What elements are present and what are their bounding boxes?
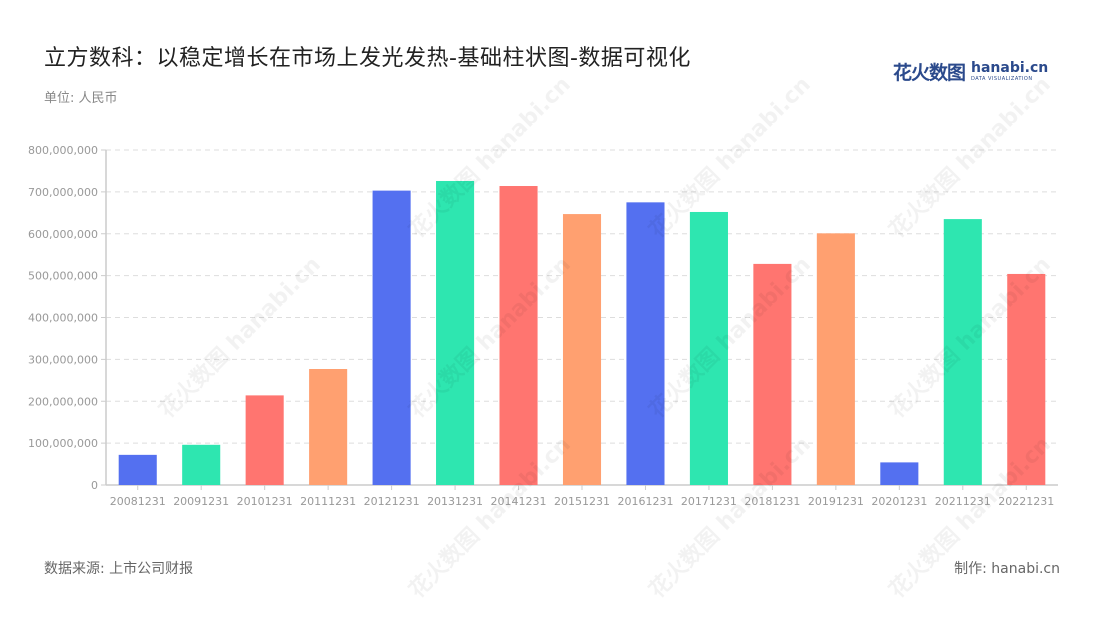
x-tick-label: 20131231 [427,495,483,508]
y-tick-label: 100,000,000 [28,437,98,450]
y-tick-label: 500,000,000 [28,270,98,283]
brand-logo: 花火数图 hanabi.cn DATA VISUALIZATION [893,58,1048,85]
x-tick-label: 20151231 [554,495,610,508]
bar[interactable] [118,454,157,485]
x-tick-label: 20161231 [617,495,673,508]
x-tick-label: 20101231 [237,495,293,508]
chart-title: 立方数科：以稳定增长在市场上发光发热-基础柱状图-数据可视化 [44,46,691,71]
logo-en-block: hanabi.cn DATA VISUALIZATION [971,61,1048,82]
bar[interactable] [943,219,982,485]
y-tick-label: 800,000,000 [28,144,98,157]
bar[interactable] [1007,273,1046,485]
x-tick-label: 20211231 [935,495,991,508]
logo-en-text: hanabi.cn [971,60,1049,76]
x-tick-label: 20221231 [998,495,1054,508]
bar[interactable] [753,263,792,485]
x-tick-label: 20191231 [808,495,864,508]
data-source: 数据来源: 上市公司财报 [44,561,194,577]
bar[interactable] [816,233,855,485]
maker-credit: 制作: hanabi.cn [954,561,1060,577]
x-tick-label: 20181231 [744,495,800,508]
x-tick-label: 20091231 [173,495,229,508]
bar[interactable] [626,202,665,485]
x-tick-label: 20171231 [681,495,737,508]
y-tick-label: 200,000,000 [28,395,98,408]
y-tick-label: 700,000,000 [28,186,98,199]
unit-label: 单位: 人民币 [44,91,118,106]
x-tick-label: 20141231 [491,495,547,508]
bar[interactable] [689,211,728,485]
y-tick-label: 300,000,000 [28,353,98,366]
x-tick-label: 20121231 [364,495,420,508]
y-tick-label: 600,000,000 [28,228,98,241]
y-tick-label: 0 [91,479,98,492]
bar[interactable] [880,462,919,485]
bar[interactable] [499,186,538,485]
bar[interactable] [309,369,348,485]
logo-sub-text: DATA VISUALIZATION [971,76,1033,82]
x-tick-label: 20201231 [871,495,927,508]
bar[interactable] [245,395,284,485]
bar[interactable] [436,180,475,486]
bar[interactable] [372,190,411,485]
logo-cn-text: 花火数图 [893,62,966,84]
x-tick-label: 20111231 [300,495,356,508]
x-tick-label: 20081231 [110,495,166,508]
bar[interactable] [182,444,221,485]
bar[interactable] [562,214,602,485]
y-tick-label: 400,000,000 [28,312,98,325]
